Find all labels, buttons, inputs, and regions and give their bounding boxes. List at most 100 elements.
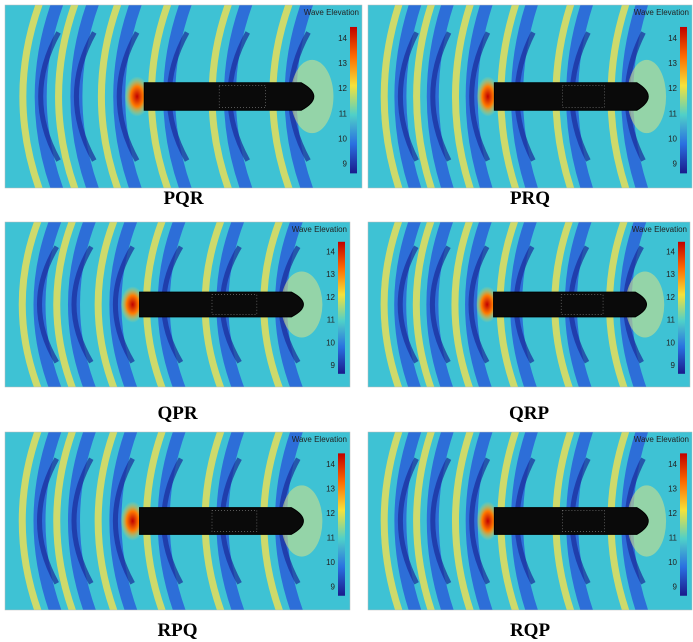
panel-label: PQR	[163, 188, 203, 209]
wave-crest	[53, 222, 76, 387]
panel-border	[367, 431, 693, 611]
stern-peak	[475, 286, 499, 323]
colorbar-title: Wave Elevation	[634, 8, 689, 17]
wave-crest	[451, 432, 474, 610]
colorbar-tick: 13	[326, 270, 335, 279]
wave-crest	[451, 222, 474, 387]
colorbar-tick: 13	[326, 484, 335, 493]
wave-trough-core	[430, 31, 452, 162]
wave-trough-core	[397, 245, 419, 364]
colorbar-tick: 12	[668, 509, 677, 518]
panel: Wave Elevation 14 13 12 11 10 9	[368, 5, 692, 188]
colorbar-tick: 9	[673, 582, 678, 591]
wave-trough-core	[73, 31, 97, 162]
colorbar-tick: 9	[331, 582, 336, 591]
colorbar-title: Wave Elevation	[634, 435, 689, 444]
wave-crest	[55, 5, 79, 188]
colorbar-title: Wave Elevation	[632, 225, 687, 234]
colorbar	[338, 453, 345, 596]
wave-trough-core	[468, 245, 490, 364]
ship-hull	[493, 82, 649, 111]
wave-trough-core	[71, 457, 94, 585]
wave-crest	[413, 432, 435, 610]
colorbar-tick: 13	[338, 59, 347, 68]
colorbar-tick: 11	[667, 316, 676, 325]
colorbar-tick: 10	[668, 558, 677, 567]
wave-crest	[94, 432, 118, 610]
ship-mesh	[211, 294, 258, 315]
wave-trough-core	[112, 457, 135, 585]
colorbar-tick: 11	[327, 533, 336, 542]
wave-trough-core	[397, 31, 419, 162]
wave-trough-core	[429, 245, 451, 364]
wave-crest	[19, 5, 43, 188]
panel: Wave Elevation 14 13 12 11 10 9	[5, 432, 350, 610]
panel-label: QRP	[509, 403, 550, 424]
colorbar	[680, 453, 687, 596]
panel: Wave Elevation 14 13 12 11 10 9	[368, 432, 692, 610]
wave-trough-core	[71, 245, 94, 364]
wave-trough-core	[112, 245, 135, 364]
colorbar-tick: 12	[668, 84, 677, 93]
colorbar-tick: 11	[339, 109, 348, 118]
ship-hull	[493, 507, 649, 535]
colorbar-tick: 9	[343, 160, 348, 169]
colorbar	[338, 241, 345, 374]
ship-hull	[143, 82, 315, 111]
panel-label: QPR	[157, 403, 197, 424]
ship-hull	[139, 291, 304, 318]
stern-peak	[476, 76, 500, 117]
wave-crest	[380, 432, 403, 610]
wave-trough-core	[469, 457, 491, 585]
colorbar-title: Wave Elevation	[292, 435, 347, 444]
colorbar-tick: 10	[338, 135, 347, 144]
colorbar	[678, 241, 685, 374]
panel-label: RPQ	[157, 620, 197, 641]
wave-crest	[97, 5, 122, 188]
colorbar-tick: 14	[668, 34, 677, 43]
colorbar-tick: 14	[338, 34, 347, 43]
colorbar-tick: 11	[327, 316, 336, 325]
colorbar-tick: 10	[666, 338, 675, 347]
colorbar	[680, 26, 687, 174]
colorbar-tick: 10	[668, 135, 677, 144]
stern-peak	[120, 501, 145, 541]
wave-crest	[94, 222, 118, 387]
colorbar-title: Wave Elevation	[292, 225, 347, 234]
colorbar-tick: 14	[326, 247, 335, 256]
colorbar-title: Wave Elevation	[304, 8, 359, 17]
wave-crest	[18, 222, 42, 387]
ship-hull	[493, 291, 648, 318]
panel-border	[4, 4, 363, 189]
wave-crest	[18, 432, 42, 610]
ship-mesh	[562, 510, 605, 532]
stern-peak	[476, 501, 500, 541]
panel: Wave Elevation 14 13 12 11 10 9	[5, 222, 350, 387]
colorbar-tick: 12	[338, 84, 347, 93]
wave-trough-core	[38, 31, 61, 162]
colorbar-tick: 13	[668, 59, 677, 68]
panel-border	[4, 221, 351, 388]
panel-border	[4, 431, 351, 611]
panel: Wave Elevation 14 13 12 11 10 9	[5, 5, 362, 188]
colorbar-tick: 9	[671, 361, 676, 370]
ship-mesh	[218, 85, 266, 108]
wave-crest	[412, 222, 435, 387]
panel-label: PRQ	[510, 188, 550, 209]
wave-trough-core	[37, 245, 59, 364]
colorbar-tick: 13	[668, 484, 677, 493]
colorbar-tick: 12	[666, 293, 675, 302]
wave-trough-core	[430, 457, 452, 585]
colorbar-tick: 14	[668, 460, 677, 469]
colorbar-tick: 11	[669, 533, 678, 542]
ship-hull	[139, 507, 304, 535]
wave-crest	[53, 432, 76, 610]
panel-label: RQP	[510, 620, 551, 641]
wave-crest	[380, 222, 403, 387]
panel-border	[367, 4, 693, 189]
wave-trough-core	[469, 31, 491, 162]
colorbar	[350, 26, 357, 174]
wave-crest	[380, 5, 403, 188]
wave-crest	[413, 5, 435, 188]
